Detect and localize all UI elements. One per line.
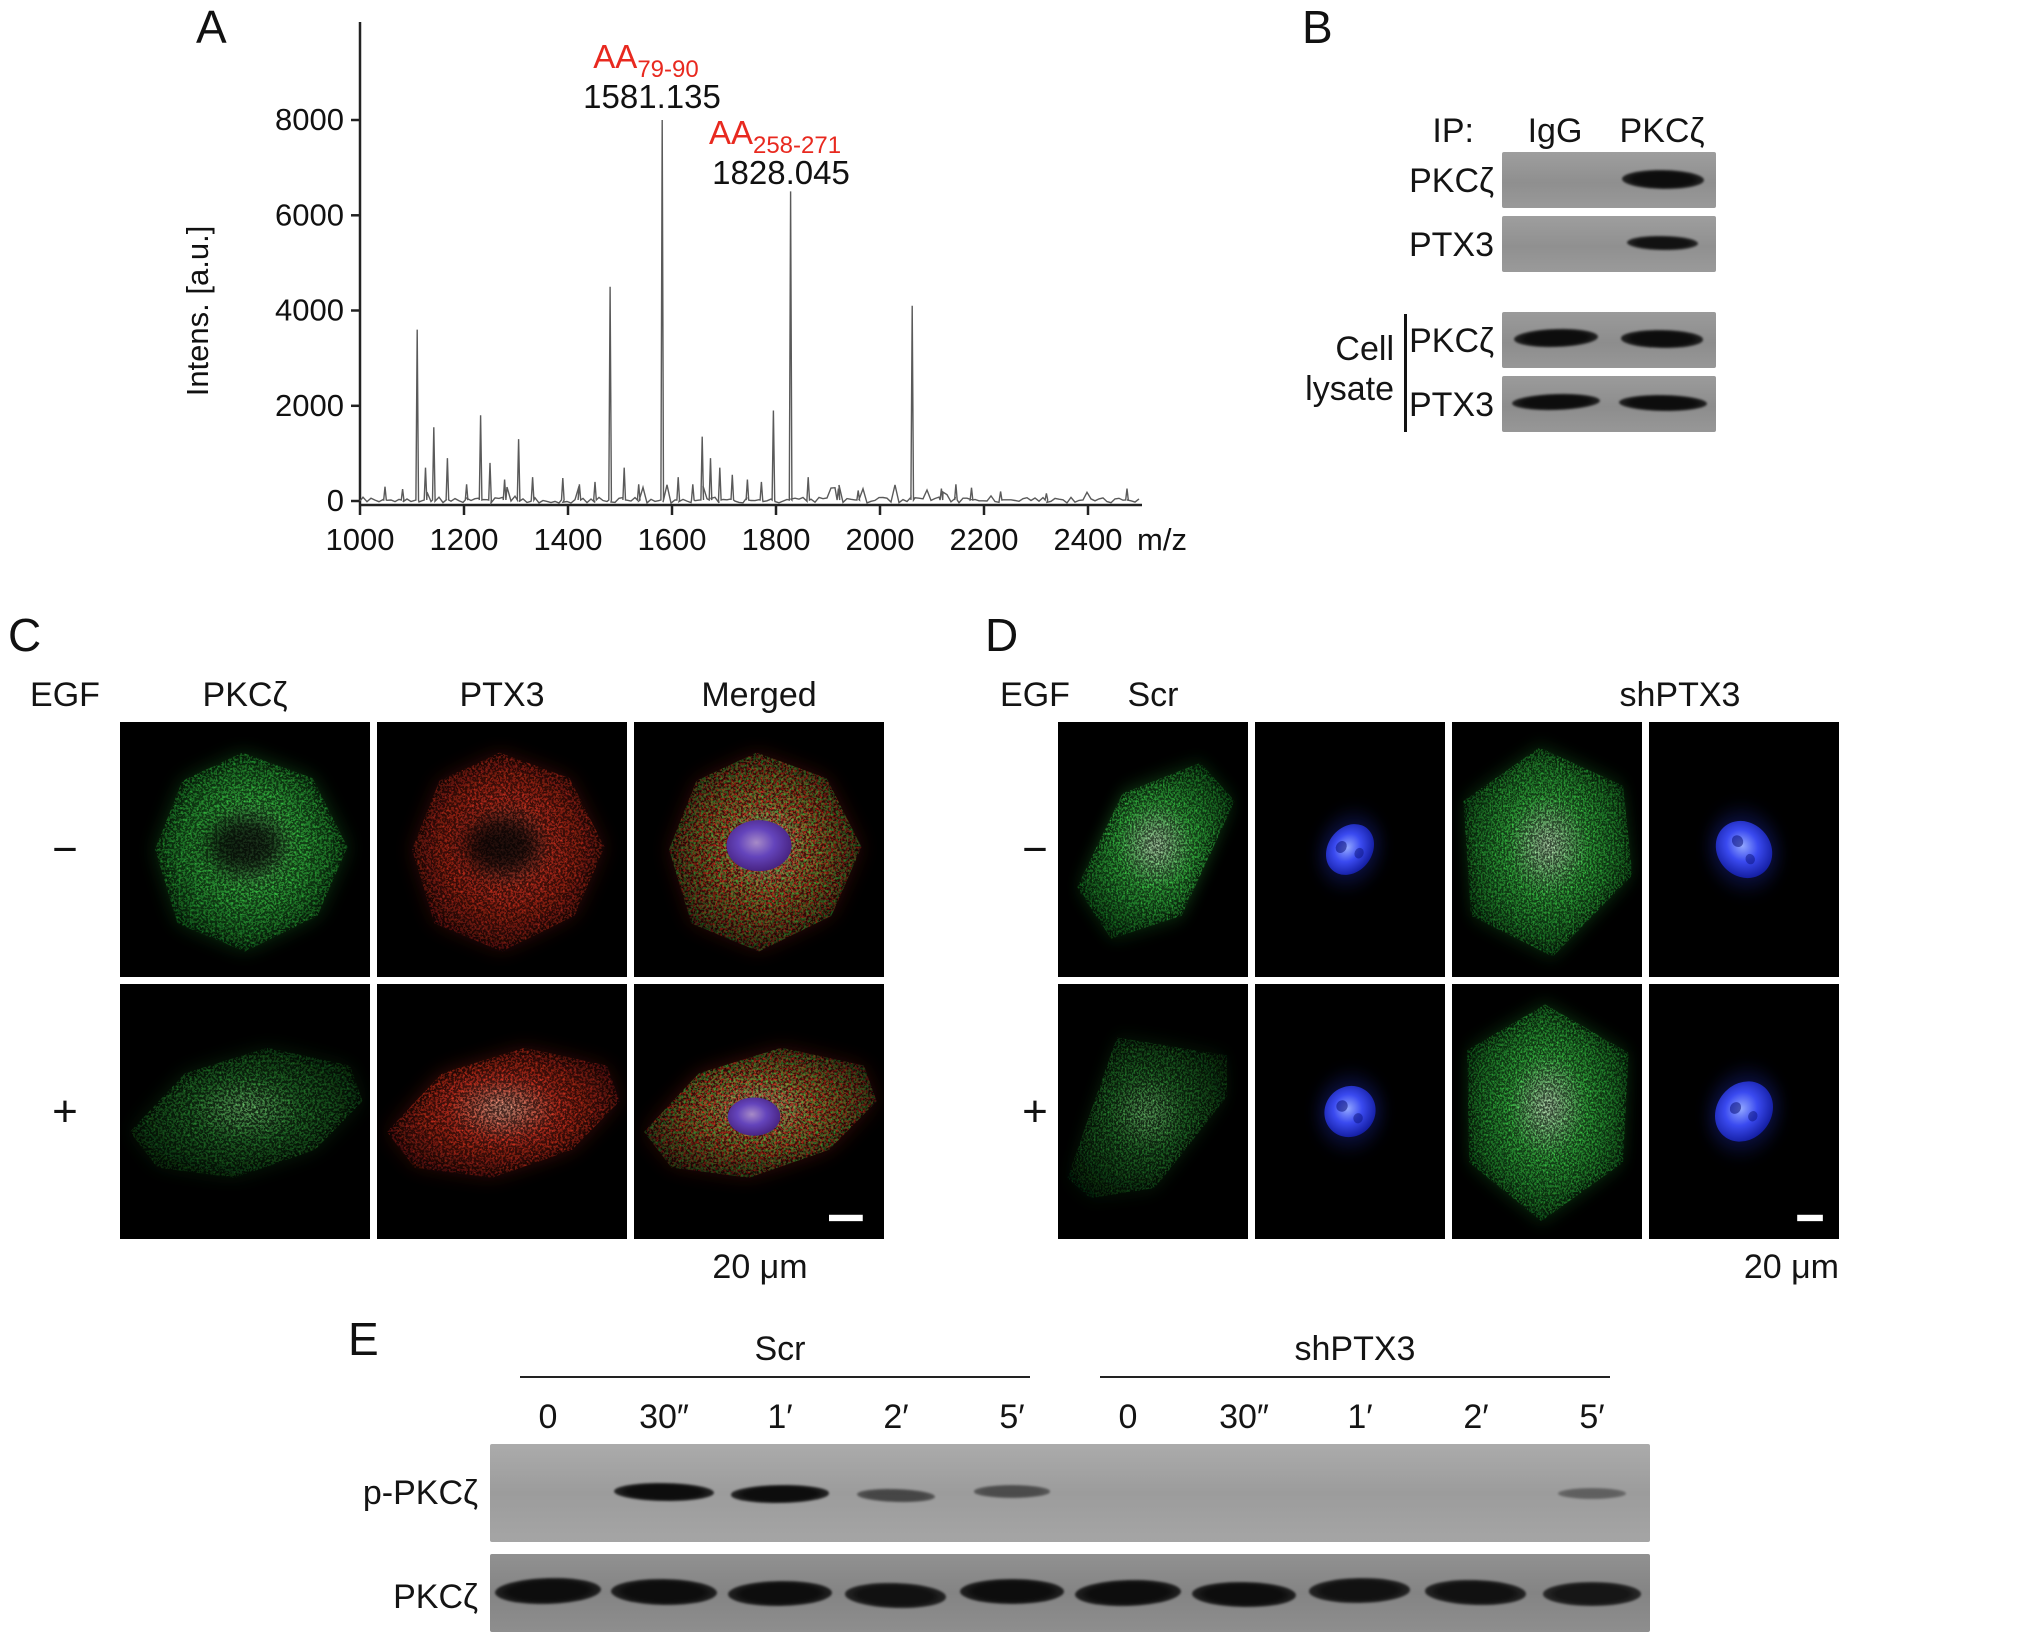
svg-text:Intens. [a.u.]: Intens. [a.u.] [180, 226, 215, 397]
svg-text:AA258-271: AA258-271 [709, 114, 841, 159]
lysate-blot-pkcz [1502, 312, 1716, 368]
group-header-shptx3-d: shPTX3 [1619, 676, 1741, 714]
fluorescence-image-shptx3-minus [1452, 722, 1642, 977]
nucleus-image-scr-minus [1255, 722, 1445, 977]
svg-text:0: 0 [327, 483, 344, 518]
ip-row-label-pkcz: PKCζ [1409, 162, 1494, 200]
scr-group-underline [520, 1376, 1030, 1378]
fluorescence-image-ptx3-minus [377, 722, 627, 977]
fluorescence-image-ptx3-plus [377, 984, 627, 1239]
group-header-shptx3-e: shPTX3 [1294, 1330, 1416, 1368]
panel-c-label: C [8, 609, 42, 661]
fluorescence-image-merged-minus [634, 722, 884, 977]
timepoint-label: 1′ [1347, 1398, 1373, 1436]
svg-text:2400: 2400 [1054, 522, 1123, 557]
ip-row-label-ptx3: PTX3 [1408, 226, 1494, 264]
lane-header-igg: IgG [1527, 112, 1583, 150]
svg-text:AA79-90: AA79-90 [593, 38, 698, 83]
egf-minus-sign-c: − [52, 825, 78, 874]
svg-text:8000: 8000 [275, 102, 344, 137]
svg-text:1400: 1400 [534, 522, 603, 557]
timepoint-label: 5′ [1579, 1398, 1605, 1436]
p-pkcz-blot [490, 1444, 1650, 1542]
egf-header-d: EGF [1000, 676, 1070, 714]
nucleus-image-scr-plus [1255, 984, 1445, 1239]
timepoint-label: 1′ [767, 1398, 793, 1436]
nucleus-image-shptx3-minus [1649, 722, 1839, 977]
col-header-merged: Merged [701, 676, 817, 714]
nucleus-image-shptx3-plus [1649, 984, 1839, 1239]
cell-lysate-label-line1: Cell [1335, 330, 1394, 368]
timepoint-label: 5′ [999, 1398, 1025, 1436]
ip-blot-ptx3 [1502, 216, 1716, 272]
svg-text:2000: 2000 [275, 388, 344, 423]
svg-text:2200: 2200 [950, 522, 1019, 557]
fluorescence-image-scr-minus [1058, 722, 1248, 977]
fluorescence-image-merged-plus [634, 984, 884, 1239]
group-header-scr-d: Scr [1127, 676, 1179, 714]
ip-blot-pkcz [1502, 152, 1716, 208]
fluorescence-image-shptx3-plus [1452, 984, 1642, 1239]
svg-text:1581.135: 1581.135 [583, 78, 721, 115]
svg-text:2000: 2000 [846, 522, 915, 557]
col-header-pkcz: PKCζ [202, 676, 288, 714]
mass-spectrum-chart: 0 2000 4000 6000 8000 1000 1200 1400 1600 1800 200… [180, 22, 1187, 557]
blot-row-label-pkcz: PKCζ [393, 1578, 478, 1616]
panel-a-label: A [196, 1, 227, 53]
lane-header-pkcz: PKCζ [1619, 112, 1705, 150]
svg-text:1828.045: 1828.045 [712, 154, 850, 191]
svg-text:1000: 1000 [326, 522, 395, 557]
pkcz-blot [490, 1554, 1650, 1632]
cell-lysate-label-line2: lysate [1305, 370, 1394, 408]
timepoint-label: 30″ [639, 1398, 689, 1436]
timepoint-label: 2′ [1463, 1398, 1489, 1436]
egf-header-c: EGF [30, 676, 100, 714]
scalebar-label-c: 20 μm [712, 1248, 808, 1286]
svg-text:m/z: m/z [1137, 522, 1187, 557]
svg-text:4000: 4000 [275, 293, 344, 328]
fluorescence-image-pkcz-minus [120, 722, 370, 977]
timepoint-label: 0 [1118, 1398, 1138, 1436]
lysate-row-label-ptx3: PTX3 [1408, 386, 1494, 424]
scalebar-label-d: 20 μm [1743, 1248, 1839, 1286]
timepoint-label: 2′ [883, 1398, 909, 1436]
blot-row-label-p-pkcz: p-PKCζ [362, 1474, 478, 1512]
shptx3-group-underline [1100, 1376, 1610, 1378]
panel-d-label: D [985, 609, 1019, 661]
lysate-blot-ptx3 [1502, 376, 1716, 432]
svg-text:6000: 6000 [275, 197, 344, 232]
timepoint-label: 0 [538, 1398, 558, 1436]
fluorescence-image-scr-plus [1058, 984, 1248, 1239]
ip-label: IP: [1432, 112, 1474, 150]
col-header-ptx3: PTX3 [459, 676, 545, 714]
egf-minus-sign-d: − [1022, 825, 1048, 874]
fluorescence-image-pkcz-plus [120, 984, 370, 1239]
egf-plus-sign-c: + [52, 1087, 78, 1136]
lysate-row-label-pkcz: PKCζ [1409, 322, 1494, 360]
egf-plus-sign-d: + [1022, 1087, 1048, 1136]
timepoint-label: 30″ [1219, 1398, 1269, 1436]
group-header-scr-e: Scr [754, 1330, 806, 1368]
panel-e-label: E [348, 1313, 379, 1365]
svg-text:1800: 1800 [742, 522, 811, 557]
svg-text:1200: 1200 [430, 522, 499, 557]
svg-text:1600: 1600 [638, 522, 707, 557]
lysate-bracket [1404, 314, 1407, 432]
panel-b-label: B [1302, 1, 1333, 53]
